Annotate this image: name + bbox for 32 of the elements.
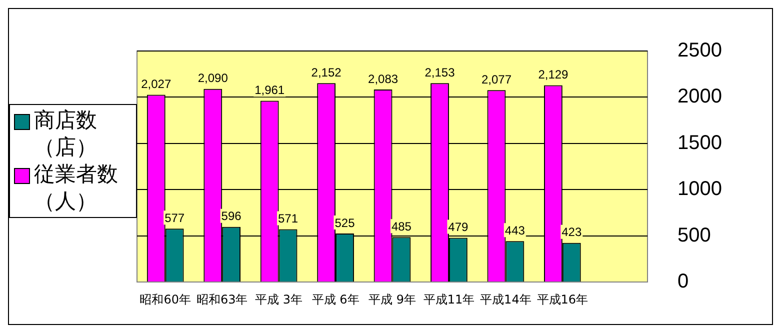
data-label: 571 <box>278 212 298 226</box>
legend-label: 商店数（店） <box>34 107 98 161</box>
data-label: 2,090 <box>198 71 228 86</box>
data-label: 577 <box>164 211 185 225</box>
y-tick-label: 2000 <box>678 86 722 108</box>
y-tick-label: 1000 <box>678 178 722 200</box>
data-label: 2,153 <box>424 65 456 80</box>
x-tick-label: 平成16年 <box>536 292 588 306</box>
legend-label: 従業者数（人） <box>34 161 119 215</box>
x-tick-label: 平成 3年 <box>255 292 303 306</box>
x-tick-label: 平成 9年 <box>368 292 416 306</box>
data-label: 596 <box>221 209 242 224</box>
data-label: 443 <box>504 223 526 238</box>
data-label: 479 <box>448 220 469 234</box>
x-tick-label: 平成11年 <box>423 292 475 306</box>
y-tick-label: 500 <box>678 224 711 246</box>
x-tick-label: 平成14年 <box>480 292 532 306</box>
data-label: 2,083 <box>368 72 398 86</box>
data-label: 2,152 <box>311 65 342 80</box>
data-label: 2,129 <box>538 68 569 82</box>
data-label: 1,961 <box>254 83 285 98</box>
y-tick-label: 2500 <box>678 40 722 62</box>
y-tick-label: 1500 <box>678 132 722 154</box>
data-label: 2,027 <box>141 77 172 92</box>
x-tick-label: 平成 6年 <box>312 292 360 306</box>
x-tick-label: 昭和63年 <box>196 292 248 306</box>
data-label: 423 <box>562 225 582 240</box>
x-tick-label: 昭和60年 <box>140 292 191 306</box>
data-label: 485 <box>391 220 412 234</box>
data-label: 525 <box>334 216 356 230</box>
y-tick-label: 0 <box>678 270 689 293</box>
data-label: 2,077 <box>481 72 512 86</box>
